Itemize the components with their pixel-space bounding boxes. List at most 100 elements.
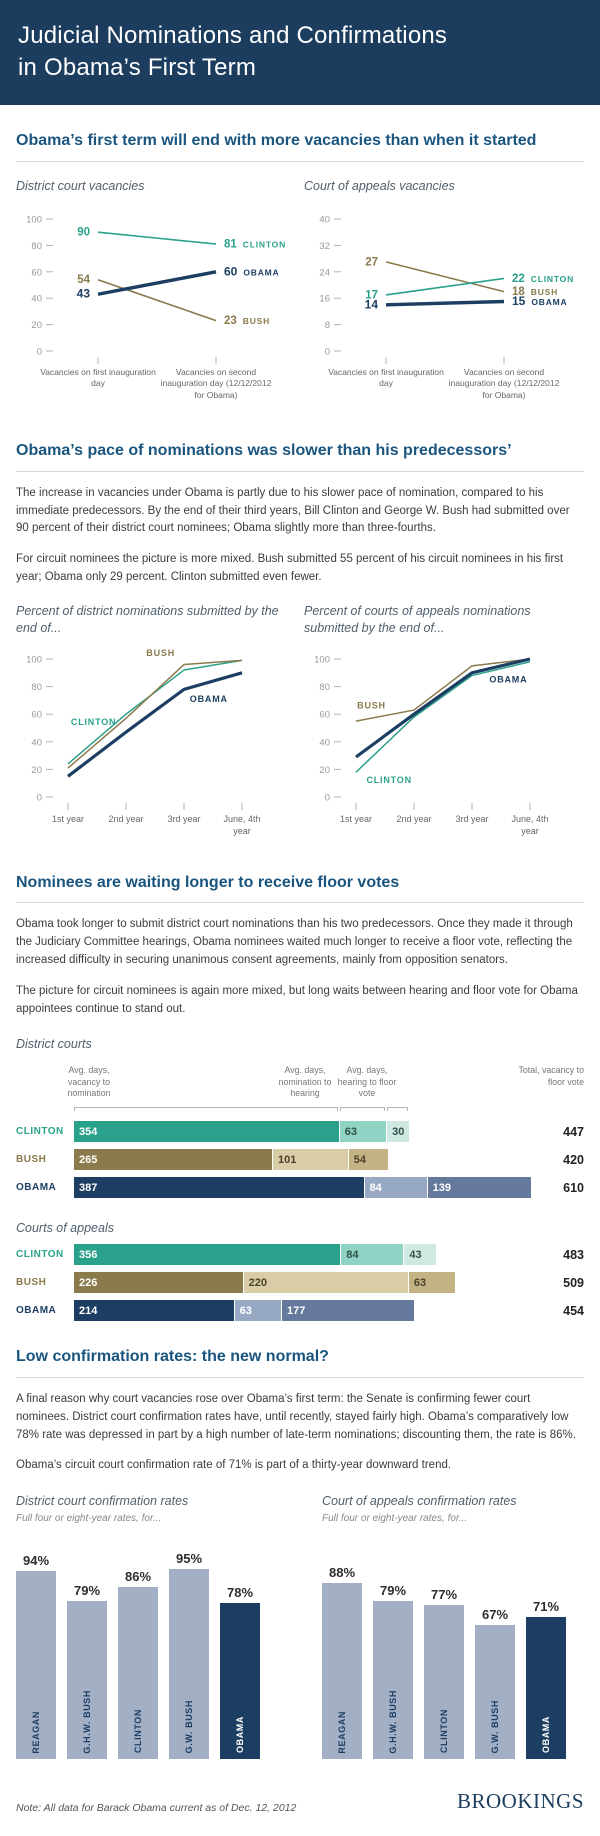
bar: G.W. BUSH: [475, 1625, 515, 1760]
bar: REAGAN: [16, 1571, 56, 1760]
column-header: Avg. days, vacancy to nomination: [67, 1065, 111, 1099]
svg-text:OBAMA: OBAMA: [489, 674, 527, 684]
bar-segments: 226 220 63: [74, 1272, 532, 1294]
chart-title: District court vacancies: [16, 179, 145, 194]
president-label: G.H.W. BUSH: [82, 1689, 92, 1754]
slope-chart-svg: 0 8 16 24 32 40 27 18 BUSH 17 22 CLINTON 14 15 OBAMA: [319, 215, 574, 365]
section-heading-waiting: Nominees are waiting longer to receive f…: [16, 873, 584, 904]
row-total: 483: [563, 1247, 584, 1262]
chart-subtitle: Full four or eight-year rates, for...: [322, 1513, 468, 1525]
svg-text:OBAMA: OBAMA: [190, 693, 228, 703]
percent-label: 79%: [379, 1583, 407, 1599]
president-label: CLINTON: [16, 1249, 64, 1261]
district-days-table: Avg. days, vacancy to nomination Avg. day…: [16, 1065, 584, 1199]
x-axis-label: Vacancies on second inauguration day (12…: [160, 367, 272, 400]
president-label: OBAMA: [541, 1716, 551, 1754]
appeals-vacancies-plot: 0 8 16 24 32 40 27 18 BUSH 17 22 CLINTON 14 15 OBAMA Va…: [304, 205, 584, 415]
masthead: Judicial Nominations and Confirmations i…: [0, 0, 600, 106]
bar: CLINTON: [424, 1605, 464, 1760]
chart-district-pace: Percent of district nominations submitte…: [16, 603, 296, 847]
bar-row-obama: OBAMA 387 84 139 610: [16, 1177, 584, 1199]
svg-text:100: 100: [26, 654, 42, 665]
svg-text:90: 90: [77, 227, 90, 239]
bar-segment: 84: [364, 1177, 428, 1199]
bar-segment: 387: [74, 1177, 365, 1199]
svg-text:80: 80: [319, 682, 330, 693]
president-label: BUSH: [16, 1277, 47, 1289]
chart-appeals-vacancies: Court of appeals vacancies 0 8 16 24 32 40 27 1…: [304, 178, 584, 415]
bar-row-bush: BUSH 265 101 54 420: [16, 1149, 584, 1171]
bar-segment: 54: [348, 1149, 390, 1171]
x-axis-label: Vacancies on first inauguration day: [328, 367, 444, 389]
bar-row-clinton: CLINTON 354 63 30 447: [16, 1121, 584, 1143]
bar-column-reagan: 88% REAGAN: [322, 1565, 362, 1760]
chart-title: Court of appeals confirmation rates: [322, 1494, 517, 1509]
president-label: OBAMA: [16, 1182, 57, 1194]
svg-text:CLINTON: CLINTON: [366, 775, 411, 785]
page-title: Judicial Nominations and Confirmations i…: [18, 20, 582, 83]
bar-segments: 265 101 54: [74, 1149, 532, 1171]
bar: G.H.W. BUSH: [67, 1601, 107, 1760]
bar-column-clinton: 77% CLINTON: [424, 1587, 464, 1760]
svg-text:80: 80: [31, 682, 42, 693]
bar-column-clinton: 86% CLINTON: [118, 1569, 158, 1760]
percent-label: 67%: [481, 1607, 509, 1623]
x-axis-label: 2nd year: [396, 813, 432, 824]
page-title-line1: Judicial Nominations and Confirmations: [18, 22, 448, 49]
svg-text:14: 14: [365, 297, 379, 311]
x-axis-labels: 1st year 2nd year 3rd year June, 4th year: [16, 813, 296, 847]
svg-text:8: 8: [325, 320, 330, 331]
svg-text:0: 0: [37, 347, 42, 358]
page-title-line2: in Obama’s First Term: [18, 53, 257, 81]
bar-segment: 354: [74, 1121, 340, 1143]
bar-segment: 30: [387, 1121, 410, 1143]
bar: OBAMA: [526, 1617, 566, 1760]
section-heading-confirmation: Low confirmation rates: the new normal?: [16, 1347, 584, 1379]
president-label: G.W. BUSH: [490, 1699, 500, 1754]
line-chart-svg: 0 20 40 60 80 100 CLINTON BUSH OBAMA: [26, 648, 243, 810]
president-label: CLINTON: [439, 1709, 449, 1754]
column-header: Avg. days, hearing to floor vote: [337, 1065, 397, 1099]
chart-appeals-confirmation: Court of appeals confirmation rates Full…: [322, 1493, 584, 1760]
chart-title: Courts of appeals: [16, 1221, 114, 1236]
brookings-logo: BROOKINGS: [456, 1789, 584, 1814]
percent-label: 77%: [430, 1587, 458, 1603]
bar: OBAMA: [220, 1603, 260, 1760]
line-chart-svg: 0 20 40 60 80 100 BUSH CLINTON OBAMA: [314, 654, 531, 810]
column-header: Total, vacancy to floor vote: [518, 1065, 584, 1087]
district-pace-plot: 0 20 40 60 80 100 CLINTON BUSH OBAMA 1st year 2nd …: [16, 647, 296, 847]
svg-text:BUSH: BUSH: [357, 700, 386, 710]
bar-column-obama: 71% OBAMA: [526, 1599, 566, 1760]
bracket: [74, 1107, 338, 1112]
row-total: 454: [563, 1303, 584, 1318]
president-label: G.W. BUSH: [184, 1699, 194, 1754]
percent-label: 79%: [73, 1583, 101, 1599]
bar: REAGAN: [322, 1583, 362, 1760]
confirmation-paragraph-1: A final reason why court vacancies rose …: [16, 1393, 576, 1441]
section-confirmation: Low confirmation rates: the new normal? …: [0, 1347, 600, 1760]
president-label: CLINTON: [133, 1709, 143, 1754]
percent-label: 78%: [226, 1585, 254, 1601]
bar-segment: 265: [74, 1149, 273, 1171]
bar: G.W. BUSH: [169, 1569, 209, 1760]
bar-segments: 354 63 30: [74, 1121, 532, 1143]
percent-label: 71%: [532, 1599, 560, 1615]
bar: G.H.W. BUSH: [373, 1601, 413, 1760]
president-label: OBAMA: [16, 1305, 57, 1317]
svg-text:32: 32: [319, 241, 330, 252]
bar-segments: 356 84 43: [74, 1244, 532, 1266]
svg-text:40: 40: [319, 215, 330, 226]
x-axis-labels: Vacancies on first inauguration day Vacan…: [16, 367, 296, 415]
bar-row-bush: BUSH 226 220 63 509: [16, 1272, 584, 1294]
x-axis-label: 1st year: [339, 813, 372, 824]
section-heading-pace: Obama’s pace of nominations was slower t…: [16, 441, 584, 472]
svg-text:20: 20: [319, 765, 330, 776]
x-axis-label: June, 4th year: [511, 813, 549, 836]
chart-district-vacancies: District court vacancies 0 20 40 60 80 100 90 8…: [16, 178, 296, 415]
bar-segments: 387 84 139: [74, 1177, 532, 1199]
svg-text:24: 24: [319, 267, 330, 278]
bar-segment: 84: [341, 1244, 405, 1266]
